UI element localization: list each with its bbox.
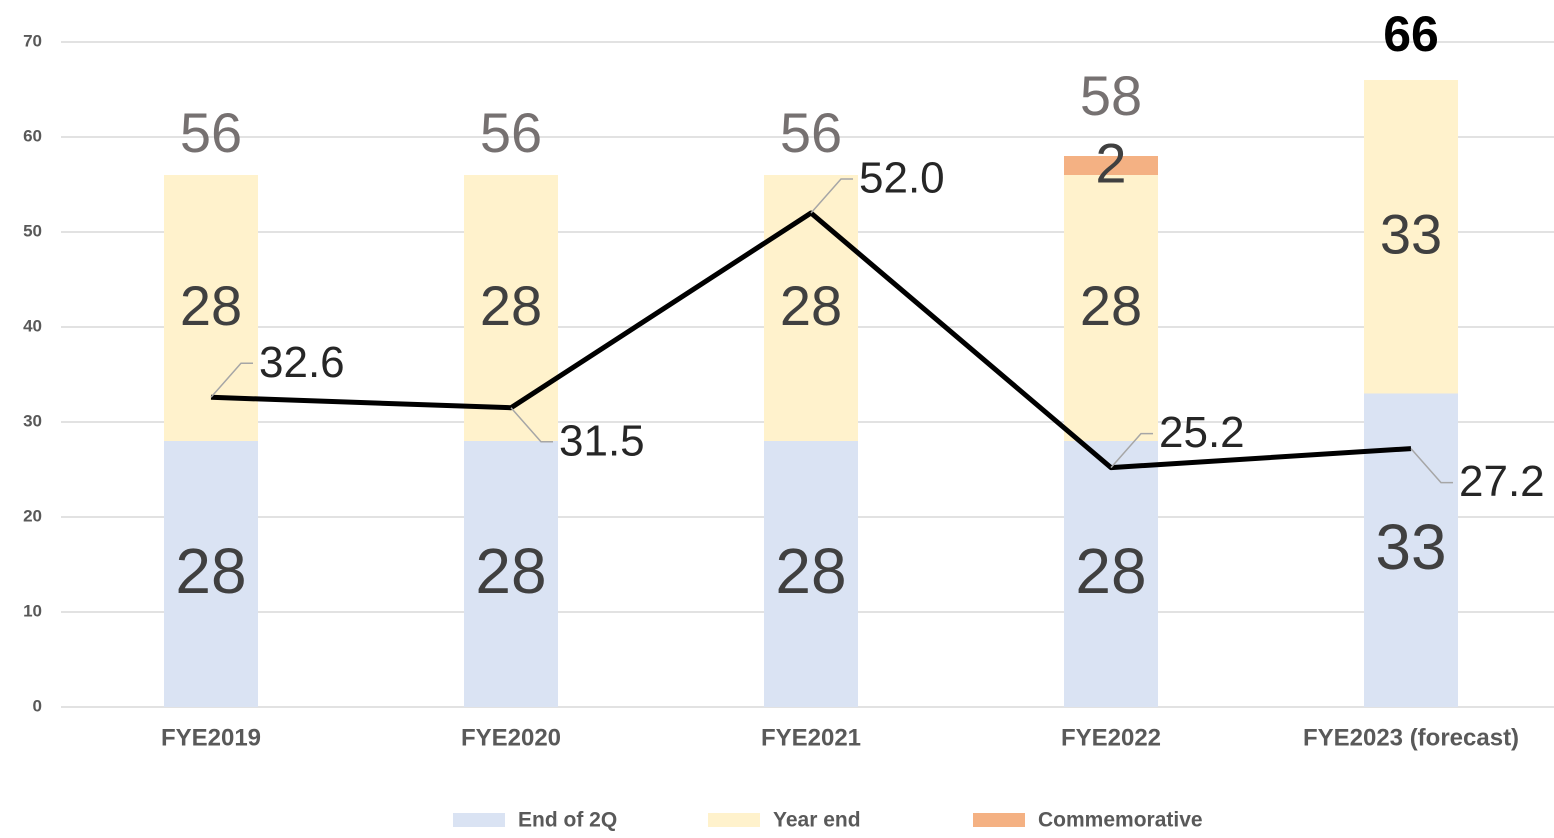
legend-label: End of 2Q (518, 809, 617, 832)
bar-segment (1364, 393, 1458, 707)
segment-label: 33 (1380, 203, 1442, 266)
leader-line (510, 407, 553, 443)
segment-label: 2 (1095, 131, 1126, 194)
y-tick-label: 70 (23, 31, 42, 50)
segment-label: 33 (1375, 511, 1446, 583)
x-tick-label: FYE2021 (761, 724, 861, 751)
bar-segment (1364, 80, 1458, 394)
legend-label: Commemorative (1038, 809, 1203, 832)
line-label: 52.0 (859, 154, 945, 203)
segment-label: 28 (180, 274, 242, 337)
y-tick-label: 0 (33, 696, 42, 715)
y-tick-label: 30 (23, 411, 42, 430)
legend-swatch (708, 813, 760, 827)
segment-label: 28 (1080, 274, 1142, 337)
y-tick-label: 20 (23, 506, 42, 525)
x-tick-label: FYE2022 (1061, 724, 1161, 751)
leader-line (1110, 432, 1153, 469)
x-tick-label: FYE2023 (forecast) (1303, 724, 1519, 751)
segment-label: 28 (475, 535, 546, 607)
y-tick-label: 60 (23, 126, 42, 145)
bar-segment (1064, 156, 1158, 175)
line-label: 32.6 (259, 338, 345, 387)
total-label: 56 (780, 101, 842, 164)
bar-segment (464, 175, 558, 441)
segment-label: 28 (1075, 535, 1146, 607)
y-tick-label: 50 (23, 221, 42, 240)
bar-segment (1064, 175, 1158, 441)
bar-segment (764, 441, 858, 707)
bar-segment (764, 175, 858, 441)
leader-line (210, 362, 253, 398)
bar-segment (464, 441, 558, 707)
total-label: 56 (180, 101, 242, 164)
legend-swatch (973, 813, 1025, 827)
y-tick-label: 40 (23, 316, 42, 335)
segment-label: 28 (175, 535, 246, 607)
bar-segment (1064, 441, 1158, 707)
legend-label: Year end (773, 809, 861, 832)
segment-label: 28 (480, 274, 542, 337)
legend-swatch (453, 813, 505, 827)
line-label: 27.2 (1459, 457, 1545, 506)
total-label: 58 (1080, 64, 1142, 127)
leader-line (810, 178, 853, 214)
line-label: 31.5 (559, 416, 645, 465)
x-tick-label: FYE2019 (161, 724, 261, 751)
line-label: 25.2 (1159, 408, 1245, 457)
bar-segment (164, 441, 258, 707)
x-tick-label: FYE2020 (461, 724, 561, 751)
total-label: 66 (1383, 6, 1439, 62)
leader-line (1410, 448, 1453, 484)
segment-label: 28 (780, 274, 842, 337)
total-label: 56 (480, 101, 542, 164)
segment-label: 28 (775, 535, 846, 607)
y-tick-label: 10 (23, 601, 42, 620)
